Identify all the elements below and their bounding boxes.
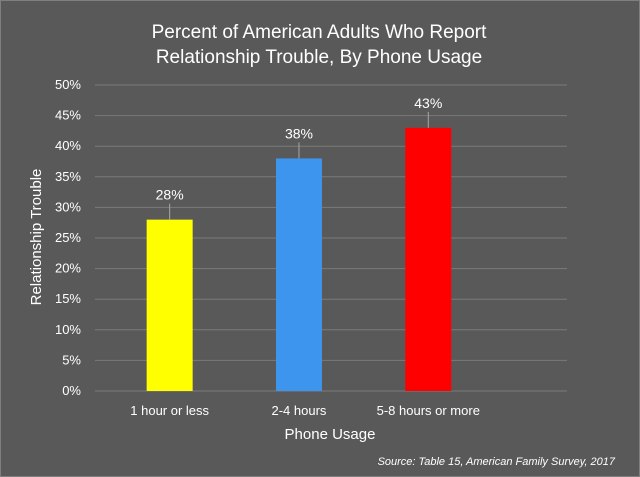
y-tick-label: 20% — [55, 261, 81, 276]
x-axis-ticks: 1 hour or less 2-4 hours 5-8 hours or more — [130, 403, 480, 418]
y-axis-ticks: 0% 5% 10% 15% 20% 25% 30% 35% 40% 45% 50% — [55, 77, 81, 398]
y-axis-label: Relationship Trouble — [28, 169, 45, 306]
y-tick-label: 10% — [55, 322, 81, 337]
source-note: Source: Table 15, American Family Survey… — [378, 456, 616, 468]
data-label: 43% — [414, 95, 442, 111]
bar — [405, 127, 452, 391]
x-tick-label: 1 hour or less — [130, 403, 209, 418]
y-tick-label: 0% — [62, 383, 81, 398]
y-tick-label: 30% — [55, 199, 81, 214]
y-tick-label: 15% — [55, 291, 81, 306]
chart-title-line-2: Relationship Trouble, By Phone Usage — [156, 47, 482, 68]
x-axis-label: Phone Usage — [285, 426, 376, 443]
bar — [146, 219, 193, 391]
y-tick-label: 45% — [55, 108, 81, 123]
data-label: 38% — [285, 125, 313, 141]
y-tick-label: 5% — [62, 352, 81, 367]
x-tick-label: 2-4 hours — [272, 403, 327, 418]
bars: 28% 38% 43% — [146, 95, 452, 391]
y-tick-label: 50% — [55, 77, 81, 92]
chart-title-line-1: Percent of American Adults Who Report — [152, 22, 487, 43]
x-tick-label: 5-8 hours or more — [377, 403, 480, 418]
y-tick-label: 25% — [55, 230, 81, 245]
y-tick-label: 35% — [55, 169, 81, 184]
data-label: 28% — [156, 187, 184, 203]
y-tick-label: 40% — [55, 138, 81, 153]
bar — [275, 158, 322, 391]
